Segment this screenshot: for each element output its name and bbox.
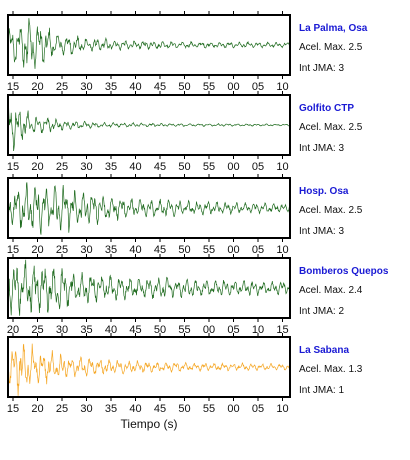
tick-label: 50 bbox=[154, 324, 166, 336]
tick-label: 20 bbox=[31, 244, 43, 256]
tick-label: 45 bbox=[154, 244, 166, 256]
tick-label: 00 bbox=[203, 324, 215, 336]
tick-label: 20 bbox=[31, 403, 43, 415]
accel-label: Acel. Max. 2.5 bbox=[299, 42, 363, 53]
jma-label: Int JMA: 1 bbox=[299, 385, 344, 396]
accel-label: Acel. Max. 1.3 bbox=[299, 364, 363, 375]
accel-label: Acel. Max. 2.5 bbox=[299, 205, 363, 216]
tick-label: 50 bbox=[178, 244, 190, 256]
tick-label: 25 bbox=[31, 324, 43, 336]
tick-label: 15 bbox=[276, 324, 288, 336]
tick-label: 20 bbox=[31, 161, 43, 173]
trace-1 bbox=[7, 18, 291, 69]
tick-label: 30 bbox=[80, 403, 92, 415]
tick-label: 20 bbox=[7, 324, 19, 336]
tick-label: 10 bbox=[276, 403, 288, 415]
panel-frame bbox=[7, 177, 291, 239]
tick-label: 05 bbox=[252, 81, 264, 93]
trace-5 bbox=[7, 343, 291, 396]
tick-label: 00 bbox=[227, 81, 239, 93]
tick-label: 30 bbox=[56, 324, 68, 336]
tick-label: 45 bbox=[154, 403, 166, 415]
tick-label: 35 bbox=[105, 403, 117, 415]
jma-label: Int JMA: 3 bbox=[299, 226, 344, 237]
tick-label: 55 bbox=[203, 244, 215, 256]
tick-label: 55 bbox=[178, 324, 190, 336]
panel-frame bbox=[7, 257, 291, 319]
tick-label: 30 bbox=[80, 161, 92, 173]
station-name: La Sabana bbox=[299, 345, 349, 356]
tick-label: 40 bbox=[105, 324, 117, 336]
station-panel: 20 25 30 35 40 45 50 55 00 05 10 15 Bomberos Quepos A… bbox=[7, 254, 389, 336]
tick-label: 05 bbox=[252, 161, 264, 173]
tick-label: 55 bbox=[203, 403, 215, 415]
tick-label: 15 bbox=[7, 81, 19, 93]
tick-label: 25 bbox=[56, 244, 68, 256]
tick-label: 15 bbox=[7, 161, 19, 173]
trace-4 bbox=[7, 259, 291, 316]
tick-label: 10 bbox=[276, 244, 288, 256]
station-name: Golfito CTP bbox=[299, 103, 354, 114]
panel-frame bbox=[7, 94, 291, 156]
panel-frame bbox=[7, 14, 291, 76]
tick-label: 25 bbox=[56, 161, 68, 173]
tick-label: 25 bbox=[56, 81, 68, 93]
trace-2 bbox=[7, 95, 291, 152]
station-name: Bomberos Quepos bbox=[299, 266, 389, 277]
tick-label: 35 bbox=[80, 324, 92, 336]
tick-label: 35 bbox=[105, 81, 117, 93]
accel-label: Acel. Max. 2.4 bbox=[299, 285, 363, 296]
station-panel: 15 20 25 30 35 40 45 50 55 00 05 10 Golfito CTP Acel.… bbox=[7, 91, 363, 173]
tick-label: 45 bbox=[129, 324, 141, 336]
tick-label: 40 bbox=[129, 244, 141, 256]
tick-label: 40 bbox=[129, 81, 141, 93]
station-panel: 15 20 25 30 35 40 45 50 55 00 05 10 La Sabana Acel. M… bbox=[7, 333, 363, 415]
tick-label: 50 bbox=[178, 81, 190, 93]
tick-label: 30 bbox=[80, 244, 92, 256]
tick-label: 15 bbox=[7, 244, 19, 256]
tick-label: 05 bbox=[227, 324, 239, 336]
tick-label: 55 bbox=[203, 81, 215, 93]
tick-label: 50 bbox=[178, 161, 190, 173]
tick-label: 30 bbox=[80, 81, 92, 93]
tick-label: 40 bbox=[129, 161, 141, 173]
tick-label: 05 bbox=[252, 403, 264, 415]
tick-label: 00 bbox=[227, 244, 239, 256]
tick-label: 20 bbox=[31, 81, 43, 93]
tick-label: 50 bbox=[178, 403, 190, 415]
tick-label: 35 bbox=[105, 244, 117, 256]
tick-label: 10 bbox=[276, 161, 288, 173]
tick-label: 55 bbox=[203, 161, 215, 173]
tick-label: 25 bbox=[56, 403, 68, 415]
x-axis-label: Tiempo (s) bbox=[121, 417, 178, 431]
tick-label: 10 bbox=[276, 81, 288, 93]
station-name: La Palma, Osa bbox=[299, 23, 368, 34]
tick-label: 40 bbox=[129, 403, 141, 415]
tick-label: 10 bbox=[252, 324, 264, 336]
accel-label: Acel. Max. 2.5 bbox=[299, 122, 363, 133]
tick-label: 05 bbox=[252, 244, 264, 256]
jma-label: Int JMA: 2 bbox=[299, 306, 344, 317]
tick-label: 45 bbox=[154, 81, 166, 93]
tick-label: 00 bbox=[227, 161, 239, 173]
panel-frame bbox=[7, 336, 291, 398]
jma-label: Int JMA: 3 bbox=[299, 63, 344, 74]
tick-label: 15 bbox=[7, 403, 19, 415]
station-name: Hosp. Osa bbox=[299, 186, 349, 197]
tick-label: 00 bbox=[227, 403, 239, 415]
jma-label: Int JMA: 3 bbox=[299, 143, 344, 154]
trace-3 bbox=[7, 182, 291, 235]
tick-label: 45 bbox=[154, 161, 166, 173]
station-panel: 15 20 25 30 35 40 45 50 55 00 05 10 Hosp. Osa Acel. M… bbox=[7, 174, 363, 256]
station-panel: 15 20 25 30 35 40 45 50 55 00 05 10 La Palma, Osa Ace… bbox=[7, 11, 368, 93]
tick-label: 35 bbox=[105, 161, 117, 173]
